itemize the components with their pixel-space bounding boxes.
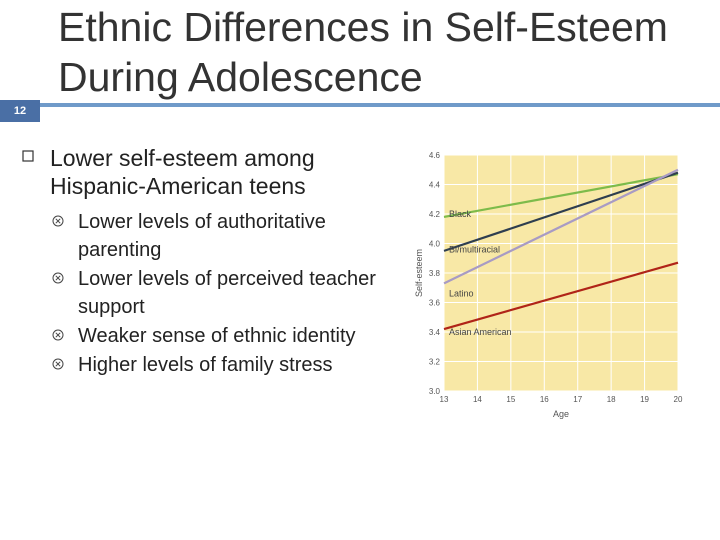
series-line	[443, 173, 679, 219]
x-tick-label: 14	[473, 395, 482, 404]
slide-title: Ethnic Differences in Self-Esteem During…	[58, 4, 668, 100]
y-tick-label: 4.6	[429, 151, 441, 160]
series-line	[443, 168, 679, 285]
x-tick-label: 13	[440, 395, 449, 404]
x-tick-label: 17	[573, 395, 582, 404]
self-esteem-line-chart: 3.0 3.2 3.4 3.6 3.8 4.0 4.2 4.4 4.6 13 14 15 16 17 18 1…	[414, 151, 683, 419]
sub-bullet-list: Lower levels of authoritative parenting …	[52, 208, 392, 380]
y-tick-label: 4.0	[429, 240, 441, 249]
slide-number: 12	[13, 105, 27, 117]
series-label: Latino	[449, 289, 474, 299]
sub-bullet-text: Lower levels of authoritative parenting	[78, 211, 326, 261]
y-tick-label: 3.4	[429, 328, 441, 337]
circle-x-bullet-icon	[52, 215, 64, 227]
circle-x-bullet-icon	[52, 329, 64, 341]
x-axis-label: Age	[553, 409, 569, 419]
sub-bullet-text: Higher levels of family stress	[78, 354, 333, 376]
sub-bullet: Lower levels of authoritative parenting	[52, 208, 392, 264]
slide-number-box	[0, 100, 40, 122]
x-tick-label: 16	[540, 395, 549, 404]
y-tick-label: 3.8	[429, 269, 441, 278]
y-tick-label: 3.2	[429, 358, 441, 367]
sub-bullet: Weaker sense of ethnic identity	[52, 322, 392, 350]
series-label: Bi/multiracial	[449, 244, 500, 254]
x-tick-label: 18	[607, 395, 616, 404]
series-label: Black	[449, 209, 472, 219]
y-axis-label: Self-esteem	[414, 249, 424, 297]
x-tick-label: 15	[506, 395, 515, 404]
title-rule	[40, 103, 720, 107]
sub-bullet: Higher levels of family stress	[52, 351, 392, 379]
series-line	[443, 171, 679, 252]
main-bullet: Lower self-esteem among Hispanic-America…	[50, 145, 315, 199]
series-label: Asian American	[449, 327, 512, 337]
x-tick-label: 19	[640, 395, 649, 404]
sub-bullet: Lower levels of perceived teacher suppor…	[52, 265, 392, 321]
circle-x-bullet-icon	[52, 272, 64, 284]
y-tick-label: 3.6	[429, 299, 441, 308]
circle-x-bullet-icon	[52, 358, 64, 370]
square-bullet-icon	[22, 150, 34, 162]
x-tick-label: 20	[674, 395, 683, 404]
y-tick-label: 4.4	[429, 181, 441, 190]
sub-bullet-text: Lower levels of perceived teacher suppor…	[78, 268, 376, 318]
y-tick-label: 3.0	[429, 387, 441, 396]
series-line	[443, 261, 679, 331]
sub-bullet-text: Weaker sense of ethnic identity	[78, 325, 356, 347]
y-tick-label: 4.2	[429, 210, 441, 219]
